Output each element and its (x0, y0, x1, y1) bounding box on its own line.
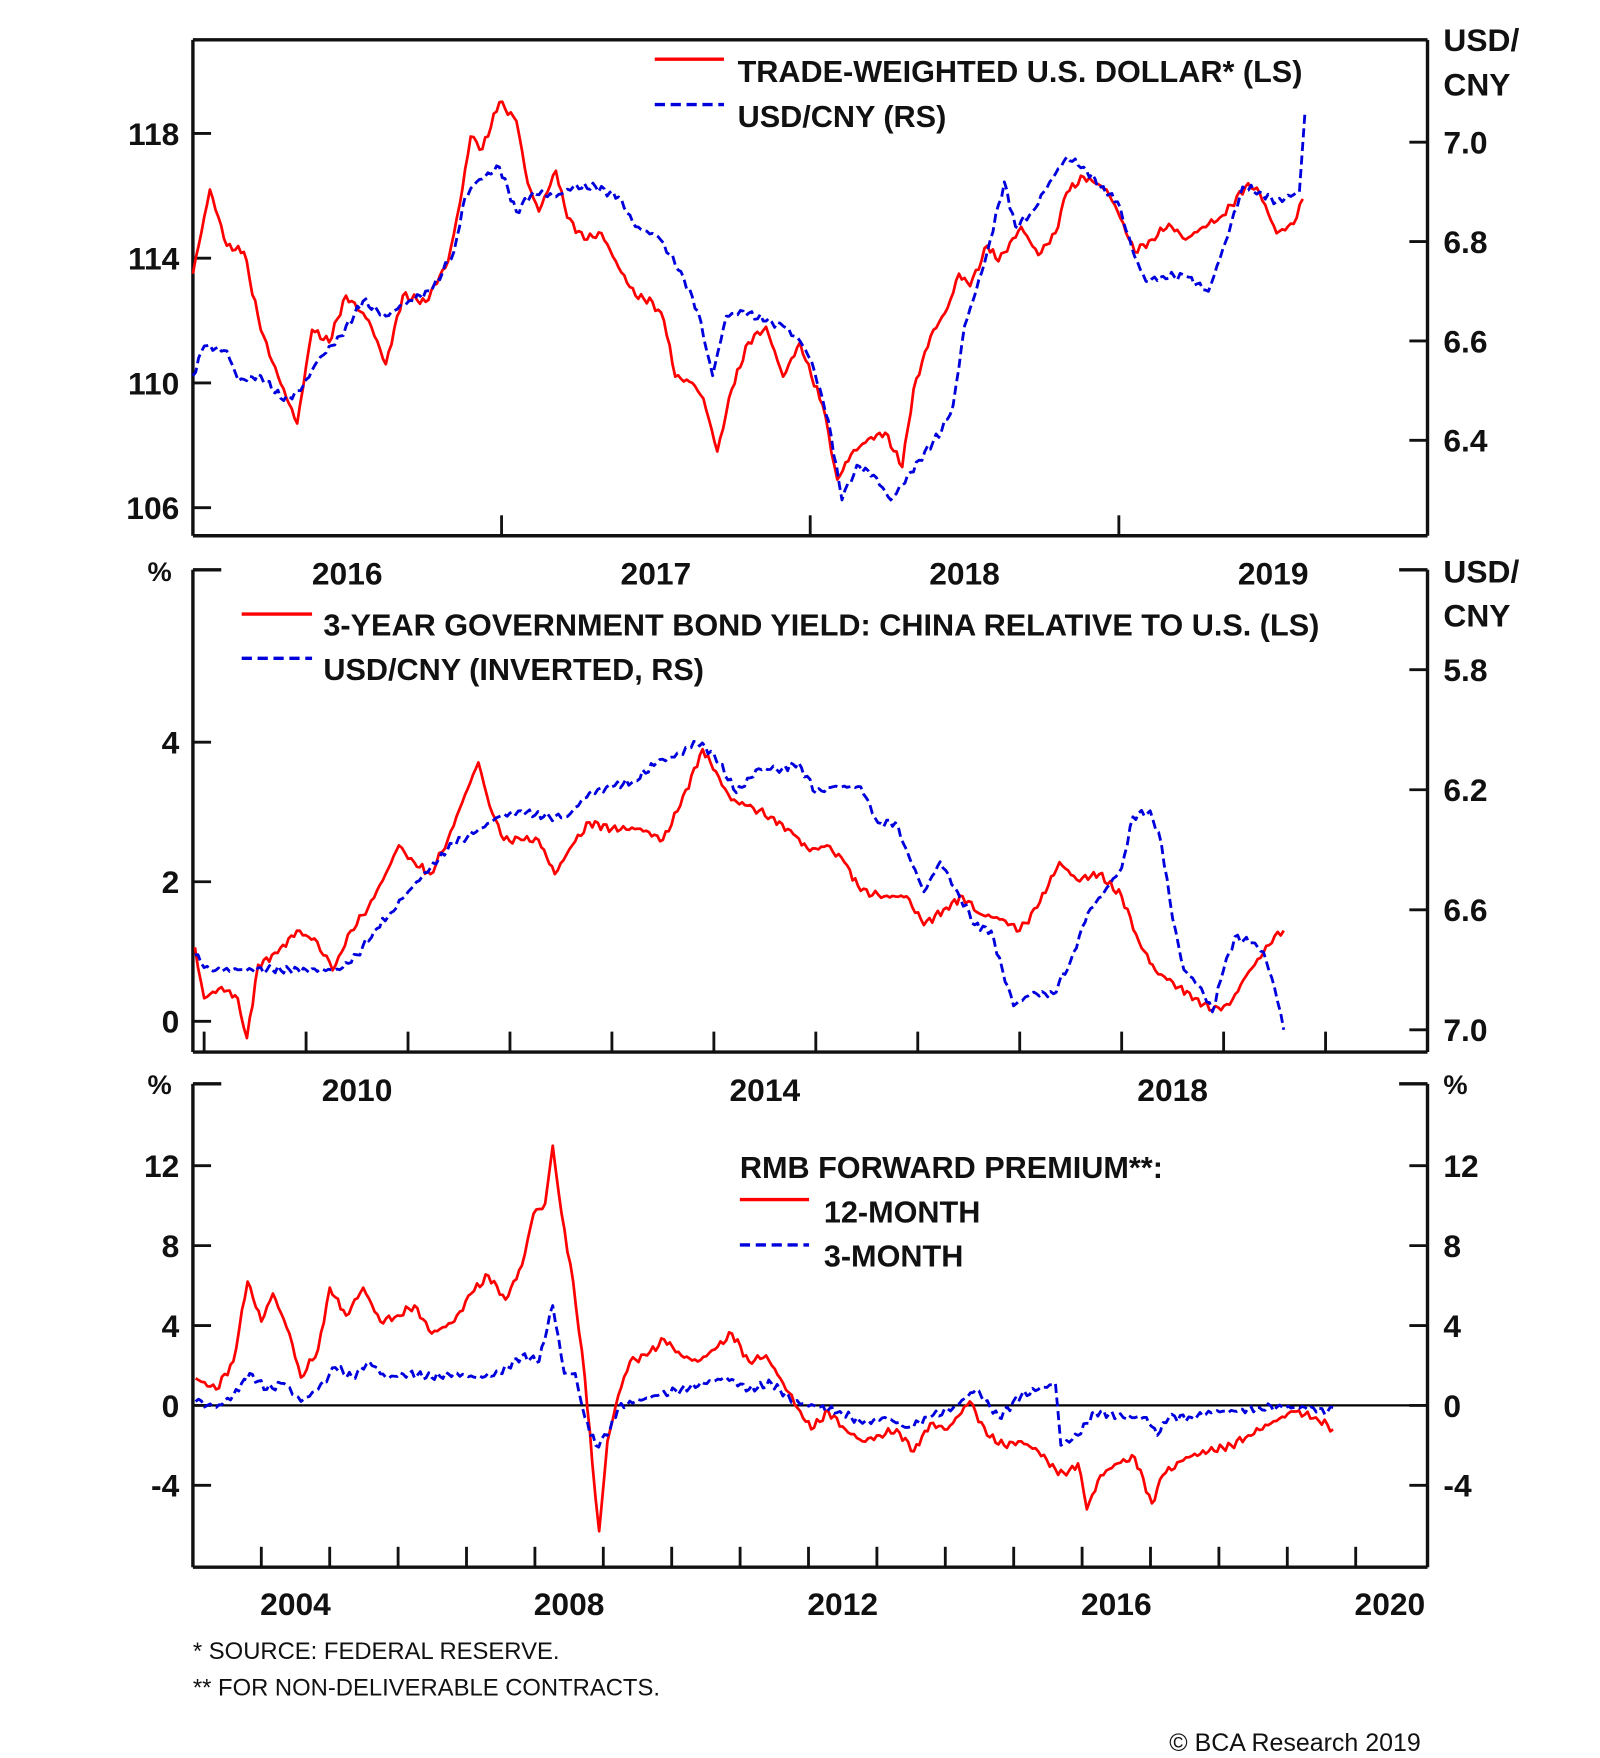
right-y-tick-label: 6.4 (1443, 423, 1487, 459)
x-tick-label: 2018 (1137, 1072, 1208, 1108)
series-line-usd-cny-rs (191, 112, 1307, 502)
x-tick-label: 2010 (322, 1072, 393, 1108)
panel2-left-axis-title: % (148, 556, 172, 587)
footnote-contracts: ** FOR NON-DELIVERABLE CONTRACTS. (193, 1674, 660, 1701)
panel1-legend: TRADE-WEIGHTED U.S. DOLLAR* (LS) USD/CNY… (654, 55, 1303, 134)
legend-label-trade-weighted-dollar: TRADE-WEIGHTED U.S. DOLLAR* (LS) (738, 55, 1303, 89)
right-y-tick-label: 6.2 (1443, 772, 1487, 808)
panel2-legend: 3-YEAR GOVERNMENT BOND YIELD: CHINA RELA… (241, 609, 1319, 687)
panel3-left-axis-title: % (148, 1069, 172, 1100)
right-y-tick-label: 12 (1443, 1148, 1478, 1184)
left-y-tick-label: 2 (162, 864, 180, 900)
footnote-source: * SOURCE: FEDERAL RESERVE. (193, 1638, 560, 1665)
left-y-tick-label: 4 (162, 1308, 180, 1344)
right-y-tick-label: 6.6 (1443, 892, 1487, 928)
x-tick-label: 2014 (730, 1072, 801, 1108)
panel3-legend: RMB FORWARD PREMIUM**: 12-MONTH 3-MONTH (740, 1151, 1163, 1274)
right-y-tick-label: 7.0 (1443, 1012, 1487, 1048)
left-y-tick-label: -4 (151, 1468, 180, 1504)
left-y-tick-label: 12 (144, 1148, 179, 1184)
x-tick-label: 2004 (260, 1586, 331, 1622)
right-y-tick-label: 4 (1443, 1308, 1461, 1344)
x-tick-label: 2008 (534, 1586, 605, 1622)
panel2-right-axis-title-1: USD/ (1443, 553, 1519, 589)
right-y-tick-label: 6.8 (1443, 224, 1487, 260)
x-tick-label: 2020 (1355, 1586, 1426, 1622)
series-line-3-year-government-bond-yield-china-relative-to-u-s-ls (193, 747, 1285, 1040)
series-line-trade-weighted-u-s-dollar-ls (191, 100, 1304, 481)
x-tick-label: 2017 (621, 556, 692, 592)
series-line-12-month (194, 1144, 1334, 1533)
legend-label-usdcny-inverted: USD/CNY (INVERTED, RS) (323, 653, 704, 687)
left-y-tick-label: 4 (162, 725, 180, 761)
x-tick-label: 2018 (929, 556, 1000, 592)
right-y-tick-label: 5.8 (1443, 652, 1487, 688)
right-y-tick-label: 0 (1443, 1388, 1461, 1424)
x-tick-label: 2012 (807, 1586, 878, 1622)
copyright: © BCA Research 2019 (1169, 1729, 1420, 1757)
series-line-3-month (194, 1304, 1334, 1449)
left-y-tick-label: 110 (128, 365, 179, 401)
left-y-tick-label: 0 (162, 1004, 180, 1040)
right-y-tick-label: -4 (1443, 1468, 1472, 1504)
panel1-right-axis-title-2: CNY (1443, 66, 1510, 102)
panel3-right-axis-title: % (1443, 1069, 1467, 1100)
legend-label-usdcny: USD/CNY (RS) (738, 100, 947, 134)
right-y-tick-label: 8 (1443, 1228, 1461, 1264)
chart-frames (191, 38, 1430, 1569)
right-y-tick-label: 6.6 (1443, 323, 1487, 359)
series-line-usd-cny-inverted-rs (194, 739, 1286, 1031)
panel1-right-axis-title-1: USD/ (1443, 22, 1519, 58)
left-y-tick-label: 118 (128, 116, 179, 152)
legend-label-12-month: 12-MONTH (824, 1195, 981, 1229)
legend-label-bond-yield: 3-YEAR GOVERNMENT BOND YIELD: CHINA RELA… (323, 609, 1319, 643)
x-tick-label: 2019 (1238, 556, 1309, 592)
right-y-tick-label: 7.0 (1443, 125, 1487, 161)
left-y-tick-label: 114 (128, 241, 180, 277)
panel2-right-axis-title-2: CNY (1443, 598, 1510, 634)
series-layer (191, 100, 1334, 1533)
left-y-tick-label: 0 (162, 1388, 180, 1424)
x-tick-label: 2016 (312, 556, 383, 592)
legend-title-rmb-forward-premium: RMB FORWARD PREMIUM**: (740, 1151, 1163, 1185)
legend-label-3-month: 3-MONTH (824, 1240, 964, 1274)
left-y-tick-label: 8 (162, 1228, 180, 1264)
x-tick-label: 2016 (1081, 1586, 1152, 1622)
tick-labels: 2016 2017 2018 2019 106 110 114 118 6.4 6.6 6.8 7.0… (126, 116, 1488, 1622)
left-y-tick-label: 106 (126, 490, 179, 526)
